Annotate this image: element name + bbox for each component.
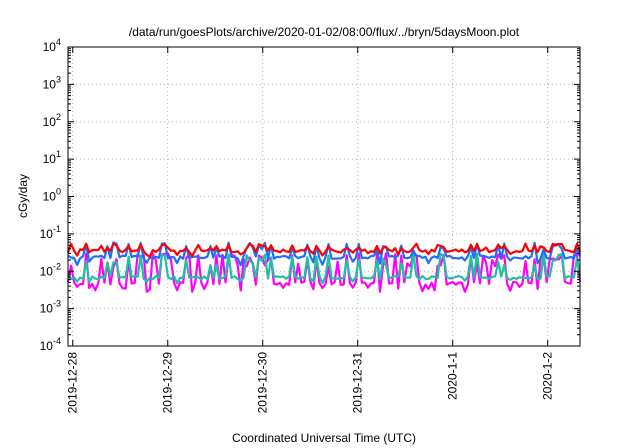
x-tick-label: 2019-12-28 [66, 352, 80, 414]
y-axis-title: cGy/day [16, 174, 30, 218]
x-tick-label: 2019-12-31 [351, 352, 365, 414]
y-tick-label: 10-4 [40, 336, 61, 353]
y-tick-label: 10-2 [40, 261, 61, 278]
y-tick-label: 102 [43, 112, 61, 129]
y-axis: 10-4 10-3 10-2 10-1 100 101 102 103 104 [40, 37, 580, 353]
y-tick-label: 100 [43, 187, 61, 204]
y-tick-label: 101 [43, 149, 61, 166]
x-tick-label: 2019-12-30 [256, 352, 270, 414]
y-tick-label: 104 [43, 37, 61, 54]
x-axis-title: Coordinated Universal Time (UTC) [232, 431, 416, 445]
grid [68, 47, 580, 346]
series-line [66, 252, 582, 293]
y-tick-label: 103 [43, 74, 61, 91]
y-tick-label: 10-1 [40, 224, 61, 241]
series-layer [66, 241, 582, 293]
x-tick-label: 2019-12-29 [161, 352, 175, 414]
series-line [67, 252, 582, 285]
chart-title: /data/run/goesPlots/archive/2020-01-02/0… [129, 25, 520, 39]
y-tick-label: 10-3 [40, 299, 61, 316]
x-tick-label: 2020-1-2 [541, 352, 555, 400]
x-axis: 2019-12-28 2019-12-29 2019-12-30 2019-12-31… [66, 47, 555, 413]
x-tick-label: 2020-1-1 [446, 352, 460, 400]
series-line [67, 241, 582, 267]
series-line [66, 242, 582, 258]
